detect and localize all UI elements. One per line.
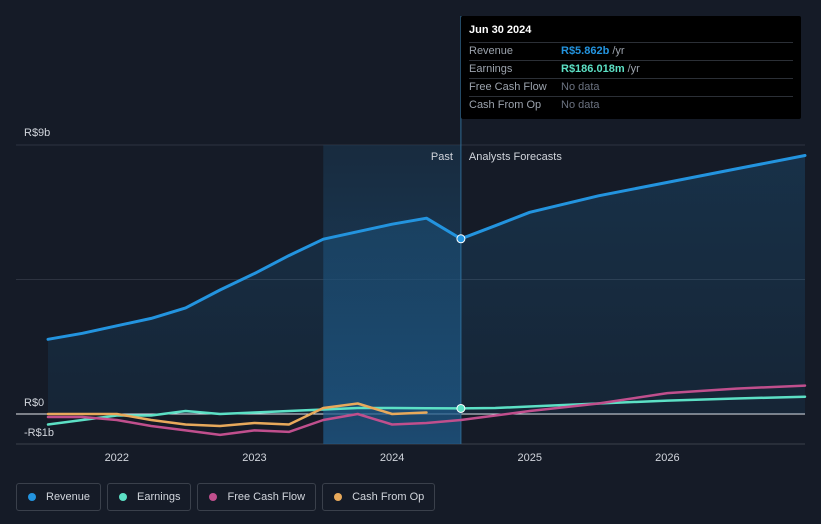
tooltip-row-free-cash-flow: Free Cash Flow No data bbox=[469, 78, 793, 96]
revenue-marker bbox=[456, 234, 466, 244]
forecast-label: Analysts Forecasts bbox=[469, 151, 562, 163]
y-axis-label-zero: R$0 bbox=[24, 397, 44, 409]
legend-dot-icon bbox=[119, 493, 128, 501]
tooltip-label: Free Cash Flow bbox=[469, 81, 547, 93]
tooltip-row-revenue: Revenue R$5.862b /yr bbox=[469, 42, 793, 60]
x-tick-label: 2025 bbox=[517, 452, 541, 464]
legend-item-free-cash-flow[interactable]: Free Cash Flow bbox=[197, 483, 317, 511]
y-axis-label-top: R$9b bbox=[24, 127, 50, 139]
earnings-marker bbox=[456, 403, 466, 413]
tooltip-label: Revenue bbox=[469, 45, 514, 57]
revenue-area bbox=[48, 155, 805, 414]
tooltip-value: No data bbox=[561, 99, 600, 111]
y-axis-label-bottom: -R$1b bbox=[24, 427, 54, 439]
legend-dot-icon bbox=[28, 493, 36, 501]
tooltip-label: Earnings bbox=[469, 63, 513, 75]
legend-label: Earnings bbox=[137, 491, 181, 503]
legend-dot-icon bbox=[209, 493, 218, 501]
x-tick-label: 2024 bbox=[380, 452, 404, 464]
legend-label: Free Cash Flow bbox=[227, 491, 306, 503]
legend-label: Cash From Op bbox=[352, 491, 425, 503]
legend-dot-icon bbox=[334, 493, 343, 501]
tooltip-value: R$5.862b bbox=[561, 45, 610, 57]
tooltip-value: No data bbox=[561, 81, 600, 93]
legend-item-earnings[interactable]: Earnings bbox=[107, 483, 192, 511]
cash-from-op-line bbox=[46, 402, 428, 428]
series-layer bbox=[46, 154, 807, 437]
legend-item-cash-from-op[interactable]: Cash From Op bbox=[322, 483, 436, 511]
past-label: Past bbox=[431, 151, 453, 163]
free-cash-flow-line bbox=[46, 384, 807, 437]
tooltip-unit: /yr bbox=[612, 45, 625, 57]
x-tick-label: 2023 bbox=[242, 452, 266, 464]
x-tick-label: 2026 bbox=[655, 452, 679, 464]
x-tick-label: 2022 bbox=[105, 452, 129, 464]
tooltip-row-earnings: Earnings R$186.018m /yr bbox=[469, 60, 793, 78]
chart-legend: Revenue Earnings Free Cash Flow Cash Fro… bbox=[16, 483, 436, 511]
tooltip-label: Cash From Op bbox=[469, 99, 542, 111]
tooltip-row-cash-from-op: Cash From Op No data bbox=[469, 96, 793, 114]
tooltip-date: Jun 30 2024 bbox=[469, 24, 532, 36]
hover-tooltip: Jun 30 2024 Revenue R$5.862b /yr Earning… bbox=[461, 16, 801, 119]
revenue-line bbox=[46, 154, 807, 341]
tooltip-value: R$186.018m bbox=[561, 63, 625, 75]
tooltip-unit: /yr bbox=[627, 63, 640, 75]
legend-item-revenue[interactable]: Revenue bbox=[16, 483, 102, 511]
axis-labels: R$9b R$0 -R$1b Past Analysts Forecasts 2022 20… bbox=[24, 127, 680, 464]
legend-label: Revenue bbox=[46, 491, 91, 503]
